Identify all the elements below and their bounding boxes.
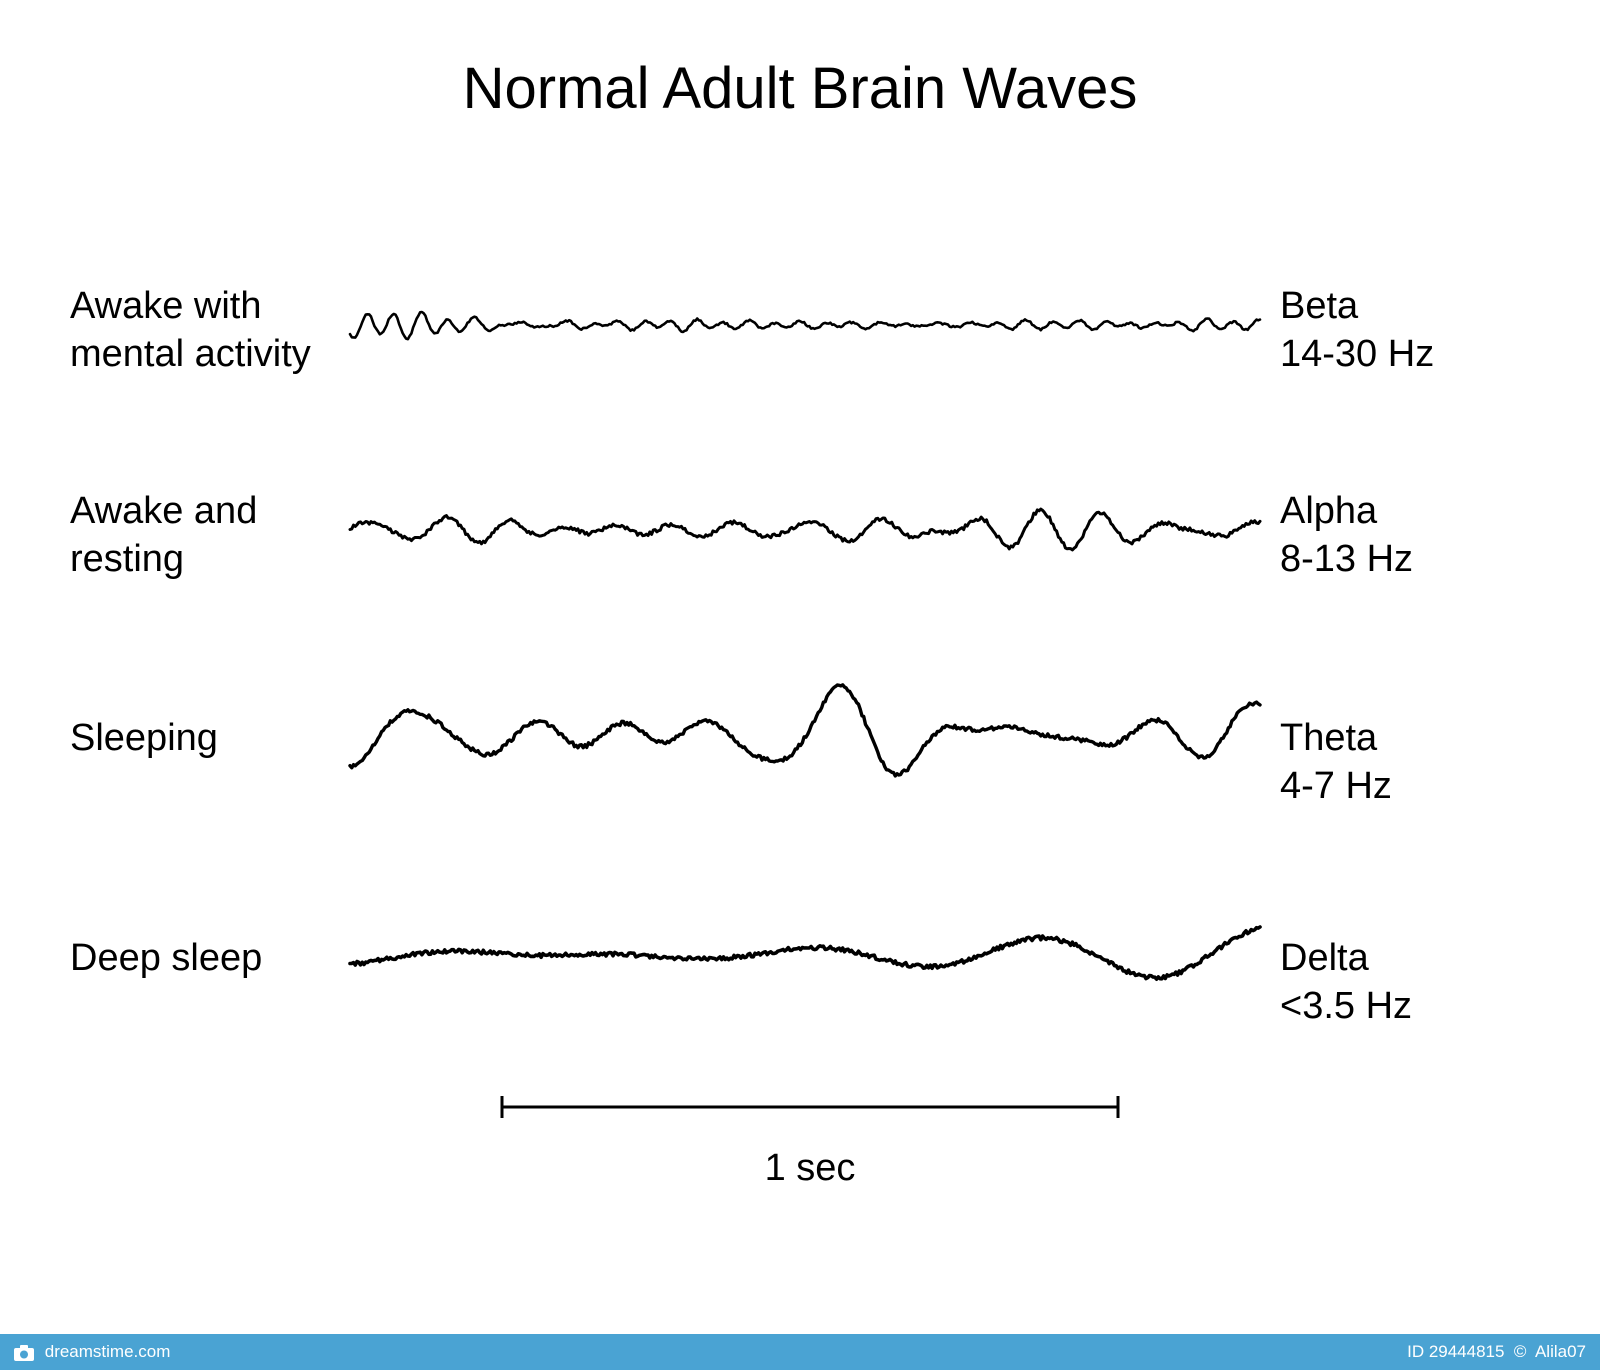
scale-bar-svg bbox=[500, 1095, 1120, 1135]
wave-row: Awake withmental activity Beta 14-30 Hz bbox=[0, 225, 1600, 425]
wave-name-label: Theta 4-7 Hz bbox=[1280, 715, 1480, 810]
wave-row: Deep sleep Delta <3.5 Hz bbox=[0, 855, 1600, 1055]
footer-id: ID 29444815 bbox=[1407, 1342, 1504, 1361]
wave-name: Delta bbox=[1280, 937, 1369, 979]
scale-bar: 1 sec bbox=[500, 1095, 1120, 1190]
wave-row: Awake andresting Alpha 8-13 Hz bbox=[0, 430, 1600, 630]
wave-freq: 14-30 Hz bbox=[1280, 333, 1434, 375]
footer-site: dreamstime.com bbox=[14, 1342, 170, 1362]
scale-bar-label: 1 sec bbox=[500, 1147, 1120, 1190]
wave-name-label: Delta <3.5 Hz bbox=[1280, 935, 1480, 1030]
wave-name: Theta bbox=[1280, 717, 1377, 759]
state-label: Awake withmental activity bbox=[70, 283, 330, 378]
wave-plot bbox=[350, 855, 1260, 1055]
wave-name-label: Alpha 8-13 Hz bbox=[1280, 488, 1480, 583]
camera-icon bbox=[14, 1345, 34, 1361]
wave-name: Alpha bbox=[1280, 490, 1377, 532]
footer-credit: Alila07 bbox=[1535, 1342, 1586, 1361]
wave-row: Sleeping Theta 4-7 Hz bbox=[0, 635, 1600, 835]
state-label: Deep sleep bbox=[70, 935, 330, 983]
watermark-footer: dreamstime.com ID 29444815 © Alila07 bbox=[0, 1334, 1600, 1370]
wave-name-label: Beta 14-30 Hz bbox=[1280, 283, 1480, 378]
wave-freq: 8-13 Hz bbox=[1280, 538, 1413, 580]
wave-freq: <3.5 Hz bbox=[1280, 985, 1412, 1027]
state-label: Sleeping bbox=[70, 715, 330, 763]
diagram-title: Normal Adult Brain Waves bbox=[0, 55, 1600, 122]
state-label: Awake andresting bbox=[70, 488, 330, 583]
wave-freq: 4-7 Hz bbox=[1280, 765, 1392, 807]
wave-plot bbox=[350, 635, 1260, 835]
footer-id-credit: ID 29444815 © Alila07 bbox=[1407, 1342, 1586, 1362]
wave-plot bbox=[350, 430, 1260, 630]
wave-plot bbox=[350, 225, 1260, 425]
wave-name: Beta bbox=[1280, 285, 1358, 327]
footer-site-text: dreamstime.com bbox=[45, 1342, 171, 1361]
